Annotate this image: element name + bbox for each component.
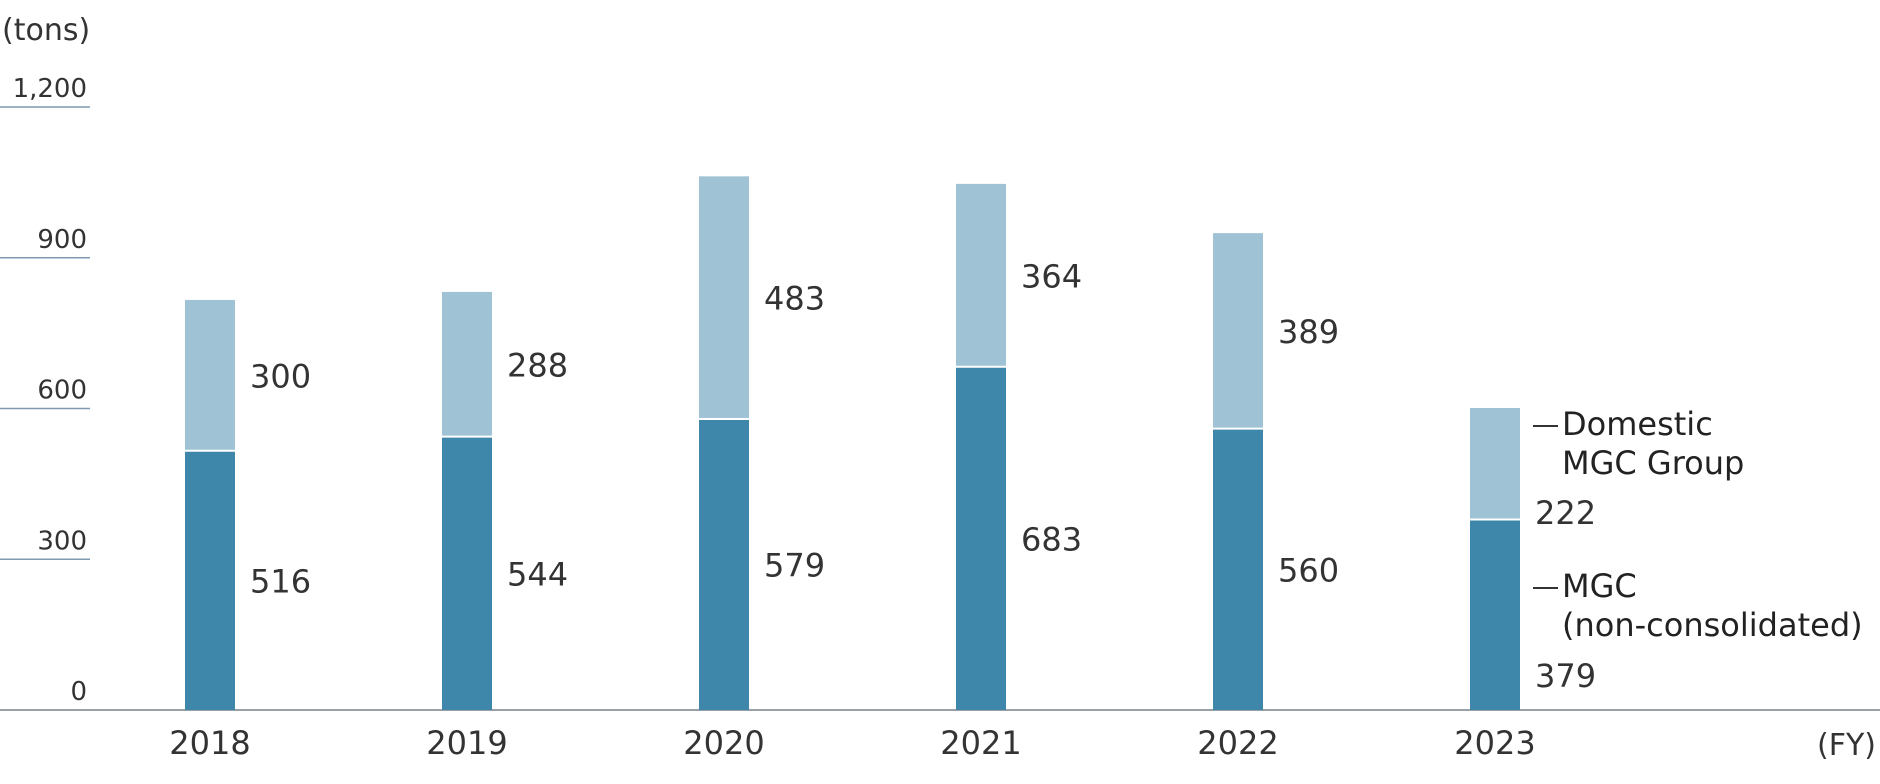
legend-label-domestic-mgc-group: MGC Group bbox=[1562, 444, 1744, 482]
value-label-mgc-non-consolidated-2019: 544 bbox=[507, 555, 568, 593]
x-tick-label-2023: 2023 bbox=[1454, 724, 1535, 762]
legend-label-mgc-non-consolidated: (non-consolidated) bbox=[1562, 606, 1863, 644]
value-label-mgc-non-consolidated-2020: 579 bbox=[764, 547, 825, 585]
bars bbox=[185, 176, 1520, 710]
x-tick-label-2021: 2021 bbox=[940, 724, 1021, 762]
value-label-mgc-non-consolidated-2018: 516 bbox=[250, 562, 311, 600]
y-tick-label: 0 bbox=[70, 677, 87, 707]
value-label-mgc-non-consolidated-2021: 683 bbox=[1021, 520, 1082, 558]
bar-mgc-non-consolidated-2021 bbox=[956, 366, 1006, 710]
y-tick-label: 300 bbox=[37, 526, 87, 556]
value-label-domestic-mgc-group-2019: 288 bbox=[507, 346, 568, 384]
bar-domestic-mgc-group-2021 bbox=[956, 183, 1006, 367]
value-label-domestic-mgc-group-2020: 483 bbox=[764, 280, 825, 318]
bar-domestic-mgc-group-2022 bbox=[1213, 233, 1263, 429]
bar-domestic-mgc-group-2018 bbox=[185, 299, 235, 451]
legend-label-domestic-mgc-group: Domestic bbox=[1562, 405, 1713, 443]
bar-domestic-mgc-group-2020 bbox=[699, 176, 749, 420]
value-label-domestic-mgc-group-2023: 222 bbox=[1535, 494, 1596, 532]
bar-mgc-non-consolidated-2018 bbox=[185, 450, 235, 710]
value-label-mgc-non-consolidated-2022: 560 bbox=[1278, 551, 1339, 589]
x-tick-label-2022: 2022 bbox=[1197, 724, 1278, 762]
value-label-domestic-mgc-group-2021: 364 bbox=[1021, 257, 1082, 295]
x-tick-label-2019: 2019 bbox=[426, 724, 507, 762]
bar-mgc-non-consolidated-2020 bbox=[699, 419, 749, 710]
bar-mgc-non-consolidated-2022 bbox=[1213, 428, 1263, 710]
y-tick-label: 600 bbox=[37, 376, 87, 406]
y-tick-label: 1,200 bbox=[13, 74, 87, 104]
y-unit-label: (tons) bbox=[2, 13, 90, 48]
x-tick-label-2018: 2018 bbox=[169, 724, 250, 762]
bar-domestic-mgc-group-2023 bbox=[1470, 407, 1520, 520]
bar-mgc-non-consolidated-2019 bbox=[442, 436, 492, 710]
value-labels: 516 300 544 288 579 483 683 364 560 389 222 379 bbox=[250, 257, 1596, 695]
x-tick-label-2020: 2020 bbox=[683, 724, 764, 762]
value-label-domestic-mgc-group-2022: 389 bbox=[1278, 313, 1339, 351]
x-unit-label: (FY) bbox=[1817, 728, 1876, 763]
value-label-mgc-non-consolidated-2023: 379 bbox=[1535, 657, 1596, 695]
value-label-domestic-mgc-group-2018: 300 bbox=[250, 357, 311, 395]
y-tick-label: 900 bbox=[37, 225, 87, 255]
bar-mgc-non-consolidated-2023 bbox=[1470, 519, 1520, 710]
x-axis: (FY) 2018 2019 2020 2021 2022 2023 bbox=[0, 709, 1880, 763]
legend-label-mgc-non-consolidated: MGC bbox=[1562, 567, 1637, 605]
y-axis: (tons) 0 300 600 900 1,200 bbox=[0, 13, 90, 707]
bar-domestic-mgc-group-2019 bbox=[442, 291, 492, 437]
